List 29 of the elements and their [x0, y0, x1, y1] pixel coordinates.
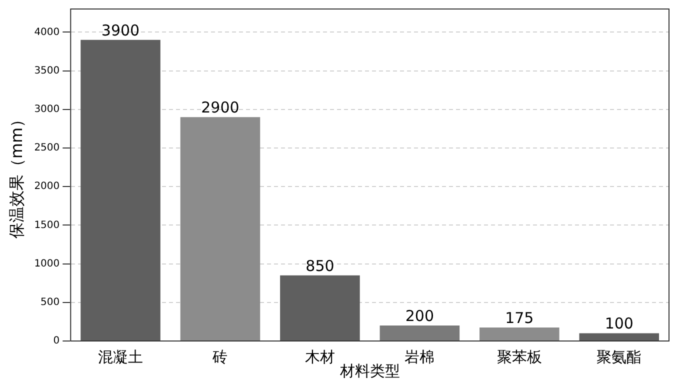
- y-tick-label: 1500: [34, 220, 60, 231]
- bar: [579, 333, 660, 340]
- bar: [280, 275, 360, 340]
- data-label: 2900: [201, 98, 240, 116]
- data-label: 100: [604, 314, 634, 333]
- x-tick-label: 混凝土: [98, 348, 144, 366]
- y-tick-label: 4000: [34, 26, 60, 38]
- x-tick-label: 木材: [304, 348, 335, 366]
- y-tick-label: 3000: [34, 104, 60, 115]
- bar: [180, 117, 260, 340]
- bar: [80, 40, 160, 340]
- data-label: 175: [505, 308, 534, 327]
- y-axis-title: 保温效果（mm）: [6, 111, 26, 239]
- x-tick-label: 砖: [212, 348, 228, 366]
- y-tick-label: 2000: [34, 181, 60, 192]
- x-tick-label: 岩棉: [404, 348, 435, 366]
- y-tick-label: 500: [40, 296, 60, 308]
- data-label: 850: [306, 256, 334, 275]
- y-tick-label: 3500: [34, 65, 60, 76]
- bar: [380, 326, 460, 340]
- data-label: 3900: [101, 21, 140, 40]
- x-tick-label: 聚氨酯: [596, 348, 642, 366]
- y-tick-label: 1000: [34, 258, 60, 270]
- data-label: 200: [405, 306, 434, 325]
- x-axis-title: 材料类型: [338, 362, 400, 380]
- y-tick-label: 2500: [34, 142, 60, 154]
- bar: [480, 327, 560, 340]
- y-tick-label: 0: [53, 336, 60, 347]
- x-tick-label: 聚苯板: [496, 348, 542, 366]
